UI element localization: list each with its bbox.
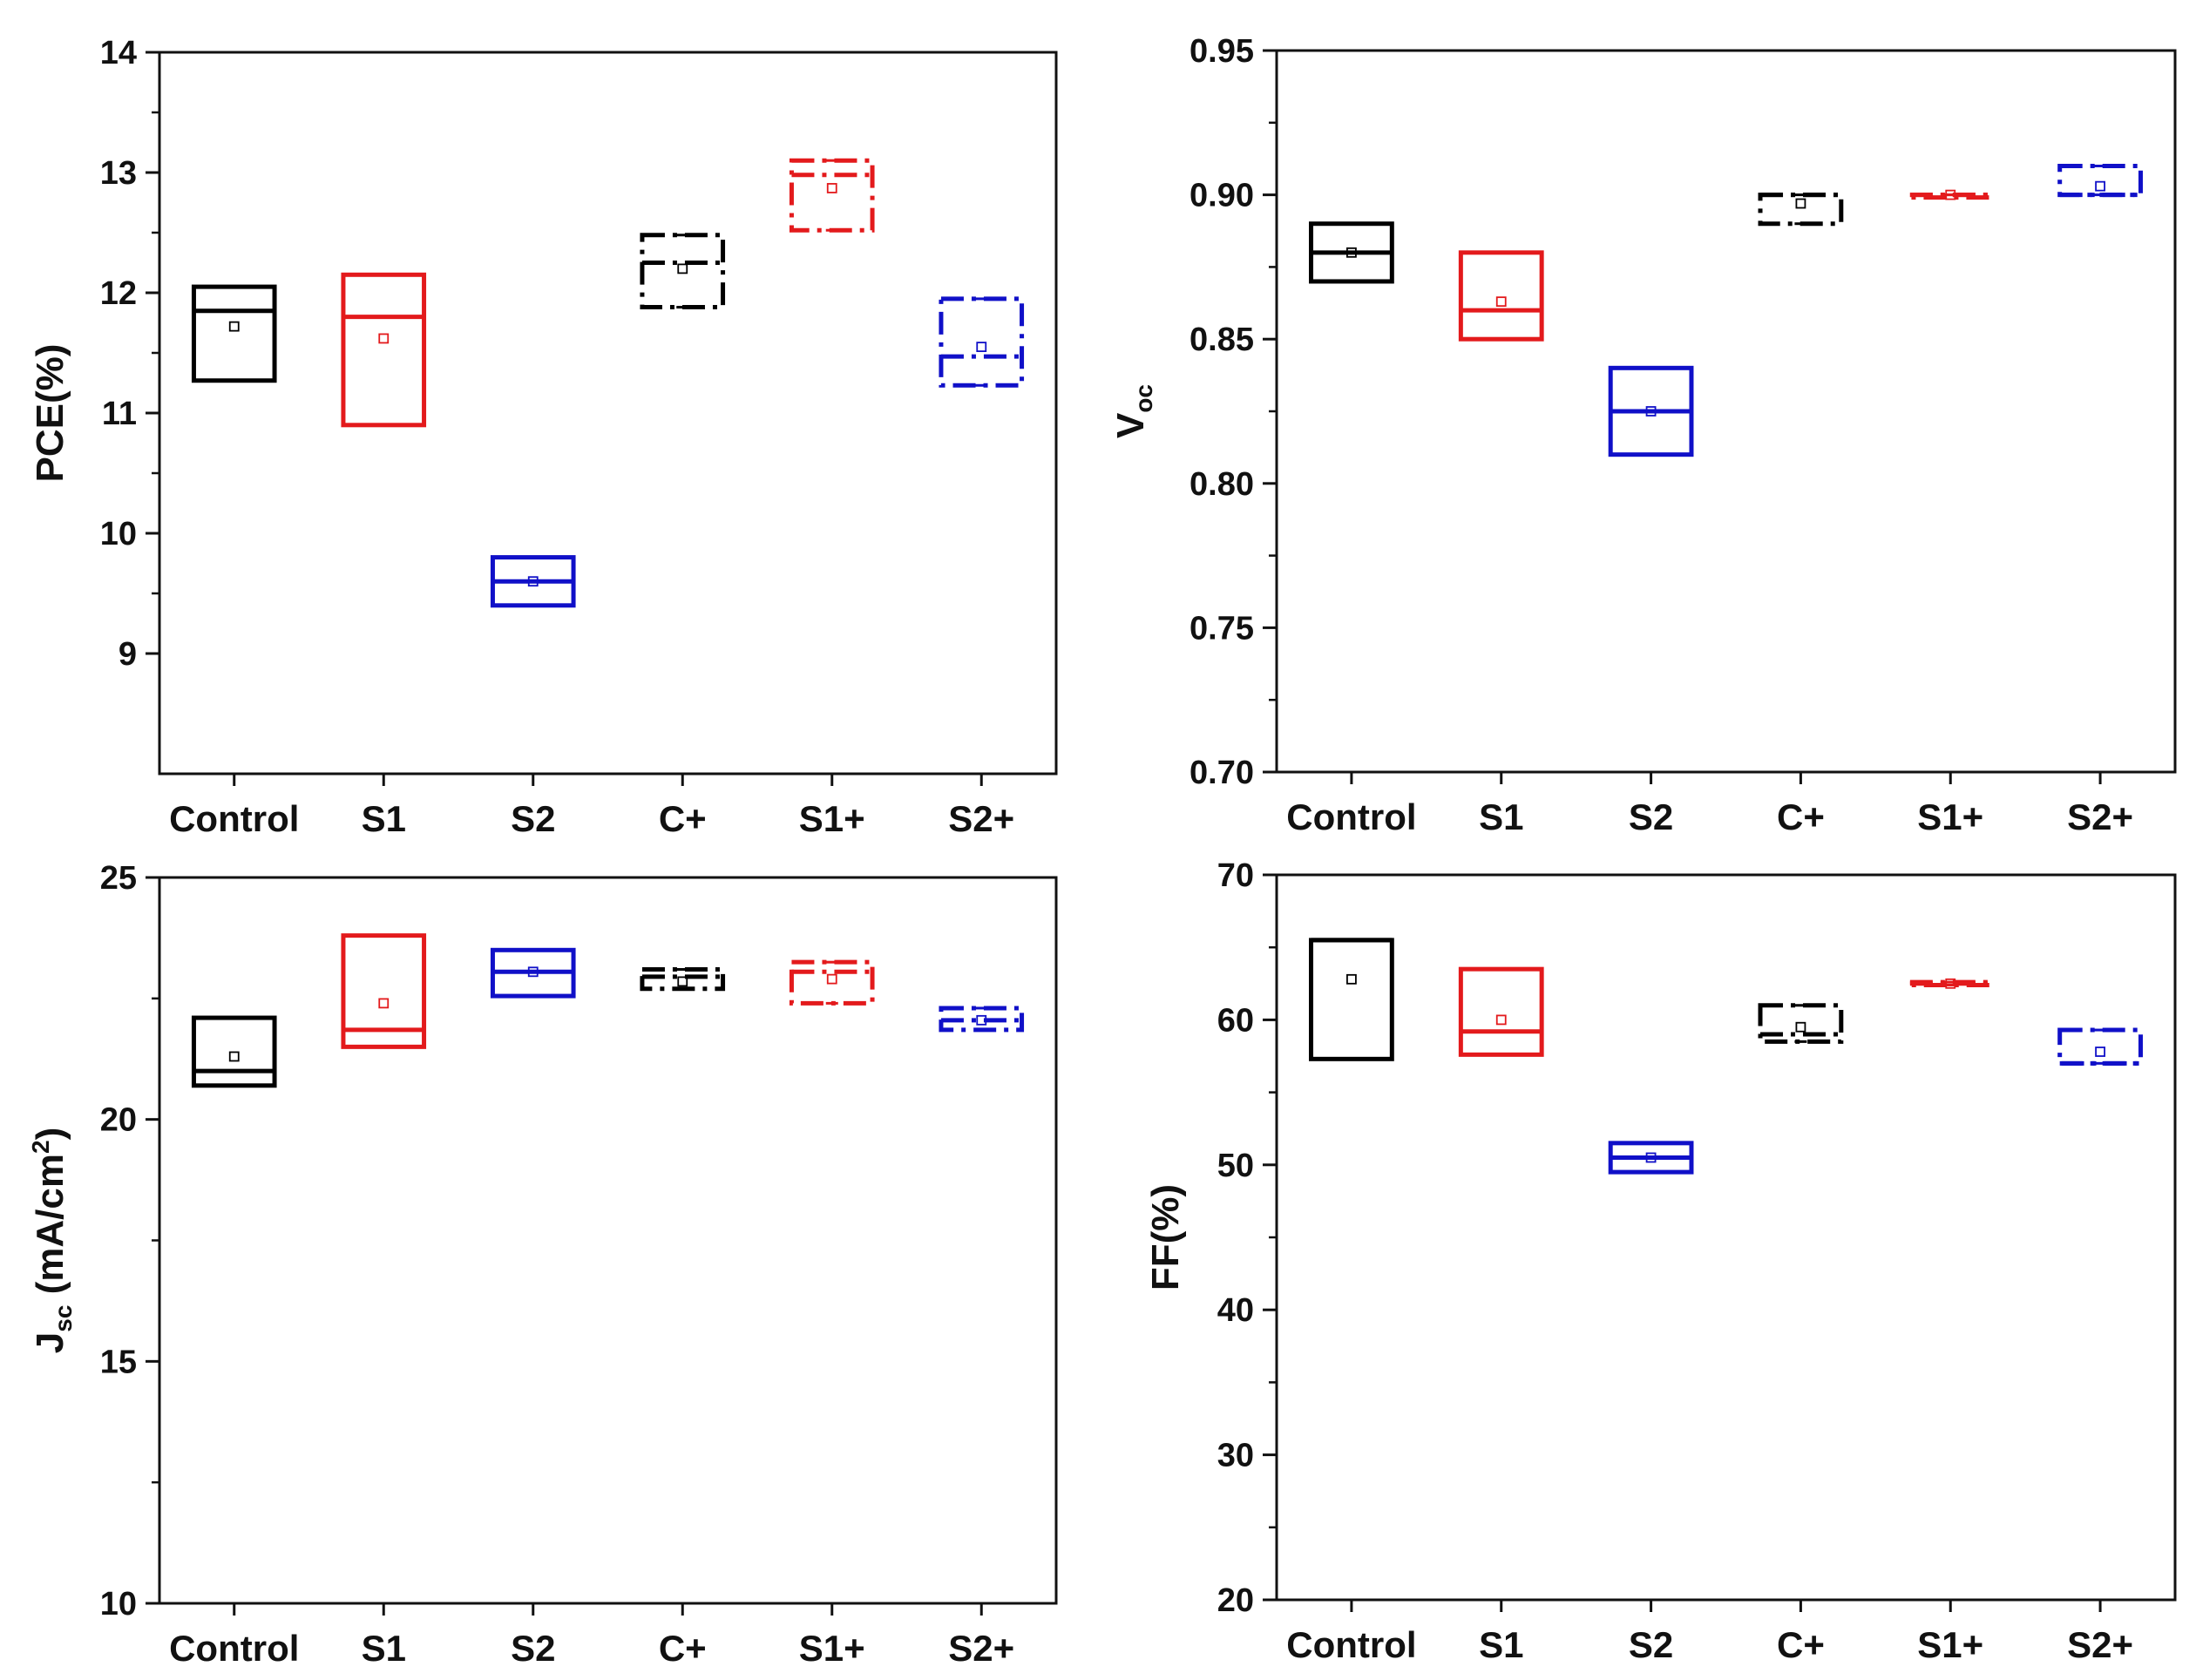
box-c+ bbox=[1758, 1003, 1844, 1044]
plot-frame bbox=[1275, 49, 2177, 774]
y-tick-label: 11 bbox=[102, 396, 137, 432]
mean-marker bbox=[1495, 1014, 1507, 1026]
x-tick-label: S2+ bbox=[948, 1628, 1014, 1669]
box-control bbox=[1309, 938, 1394, 1061]
box-c+ bbox=[640, 233, 726, 310]
y-axis-title: PCE(%) bbox=[29, 344, 71, 483]
mean-marker bbox=[976, 1014, 987, 1026]
x-tick-label: S1 bbox=[1479, 796, 1523, 837]
mean-marker bbox=[2095, 1047, 2105, 1057]
mean-marker bbox=[527, 576, 539, 587]
y-tick-label: 14 bbox=[100, 35, 137, 71]
mean-marker bbox=[1495, 296, 1507, 308]
x-tick-label: Control bbox=[169, 798, 299, 839]
mean-marker bbox=[1795, 1021, 1806, 1033]
x-tick-label: S2+ bbox=[2067, 796, 2133, 837]
box-s1 bbox=[1458, 250, 1544, 342]
x-tick-label: S2 bbox=[1629, 1624, 1673, 1665]
x-tick-label: Control bbox=[1286, 1624, 1416, 1665]
mean-marker bbox=[1346, 247, 1357, 258]
mean-marker bbox=[378, 998, 390, 1009]
y-tick-label: 12 bbox=[100, 275, 137, 312]
mean-marker bbox=[677, 263, 688, 274]
mean-marker bbox=[1346, 973, 1357, 985]
y-tick-label: 0.75 bbox=[1190, 610, 1254, 647]
chart-jsc: 10 15 20 25 Control S1 S2 C+ S1+ S2+ Jsc (mA/cm2) bbox=[27, 860, 1058, 1669]
y-axis-title: Jsc (mA/cm2) bbox=[27, 1128, 77, 1353]
x-tick-label: S2 bbox=[1629, 796, 1673, 837]
x-tick-label: S1+ bbox=[1917, 796, 1983, 837]
y-tick-label: 20 bbox=[100, 1102, 137, 1139]
y-tick-label: 10 bbox=[100, 516, 137, 552]
x-tick-label: C+ bbox=[659, 1628, 707, 1669]
x-tick-label: Control bbox=[169, 1628, 299, 1669]
box-s1 bbox=[1458, 966, 1544, 1057]
x-tick-label: S2+ bbox=[2067, 1624, 2133, 1665]
mean-marker bbox=[1945, 189, 1956, 200]
y-tick-label: 15 bbox=[100, 1344, 137, 1380]
mean-marker bbox=[1795, 198, 1806, 209]
y-tick-label: 20 bbox=[1217, 1582, 1254, 1619]
mean-marker bbox=[1645, 1152, 1657, 1163]
y-tick-label: 30 bbox=[1217, 1438, 1254, 1474]
mean-marker bbox=[228, 321, 240, 332]
x-tick-label: S1 bbox=[362, 1628, 406, 1669]
y-tick-label: 25 bbox=[100, 860, 137, 897]
x-tick-label: C+ bbox=[1777, 796, 1825, 837]
mean-marker bbox=[228, 1051, 240, 1062]
x-tick-label: Control bbox=[1286, 796, 1416, 837]
y-tick-label: 0.85 bbox=[1190, 322, 1254, 358]
x-tick-label: C+ bbox=[659, 798, 707, 839]
y-axis-title: FF(%) bbox=[1144, 1184, 1187, 1290]
x-tick-label: S1 bbox=[362, 798, 406, 839]
y-tick-label: 70 bbox=[1217, 857, 1254, 894]
y-tick-label: 50 bbox=[1217, 1148, 1254, 1184]
y-tick-label: 0.80 bbox=[1190, 466, 1254, 503]
x-tick-label: S1+ bbox=[799, 798, 865, 839]
x-tick-label: S1+ bbox=[1917, 1624, 1983, 1665]
mean-marker bbox=[976, 342, 987, 353]
box-s1 bbox=[341, 272, 427, 428]
plot-frame bbox=[158, 51, 1058, 776]
mean-marker bbox=[1645, 406, 1657, 417]
mean-marker bbox=[826, 183, 837, 193]
plot-frame bbox=[1275, 873, 2177, 1602]
chart-ff: 20 30 40 50 60 70 Control S1 S2 C+ S1+ S2+ FF(%) bbox=[1144, 857, 2177, 1665]
y-axis-title: Voc bbox=[1109, 384, 1157, 438]
box-control bbox=[191, 284, 277, 383]
x-tick-label: S1+ bbox=[799, 1628, 865, 1669]
box-s2+ bbox=[2057, 1027, 2143, 1066]
mean-marker bbox=[378, 333, 390, 344]
mean-marker bbox=[2095, 180, 2105, 192]
y-tick-label: 10 bbox=[100, 1586, 137, 1622]
chart-pce: 9 10 11 12 13 14 Control S1 S2 C+ S1+ S2+ PCE(%) bbox=[29, 35, 1058, 839]
y-tick-label: 60 bbox=[1217, 1002, 1254, 1039]
y-tick-label: 13 bbox=[100, 155, 137, 192]
x-tick-label: C+ bbox=[1777, 1624, 1825, 1665]
y-tick-label: 40 bbox=[1217, 1292, 1254, 1329]
y-tick-label: 9 bbox=[119, 636, 137, 673]
x-tick-label: S2+ bbox=[948, 798, 1014, 839]
chart-voc: 0.70 0.75 0.80 0.85 0.90 0.95 Control S1 S2 C+ S1+… bbox=[1109, 33, 2177, 837]
mean-marker bbox=[527, 966, 539, 978]
mean-marker bbox=[677, 976, 688, 987]
y-tick-label: 0.90 bbox=[1190, 178, 1254, 214]
y-tick-label: 0.95 bbox=[1190, 33, 1254, 70]
mean-marker bbox=[1945, 978, 1956, 989]
box-s1+ bbox=[789, 158, 875, 233]
y-tick-label: 0.70 bbox=[1190, 755, 1254, 791]
x-tick-label: S1 bbox=[1479, 1624, 1523, 1665]
mean-marker bbox=[826, 973, 837, 985]
plot-frame bbox=[158, 876, 1058, 1605]
x-tick-label: S2 bbox=[511, 798, 555, 839]
x-tick-label: S2 bbox=[511, 1628, 555, 1669]
